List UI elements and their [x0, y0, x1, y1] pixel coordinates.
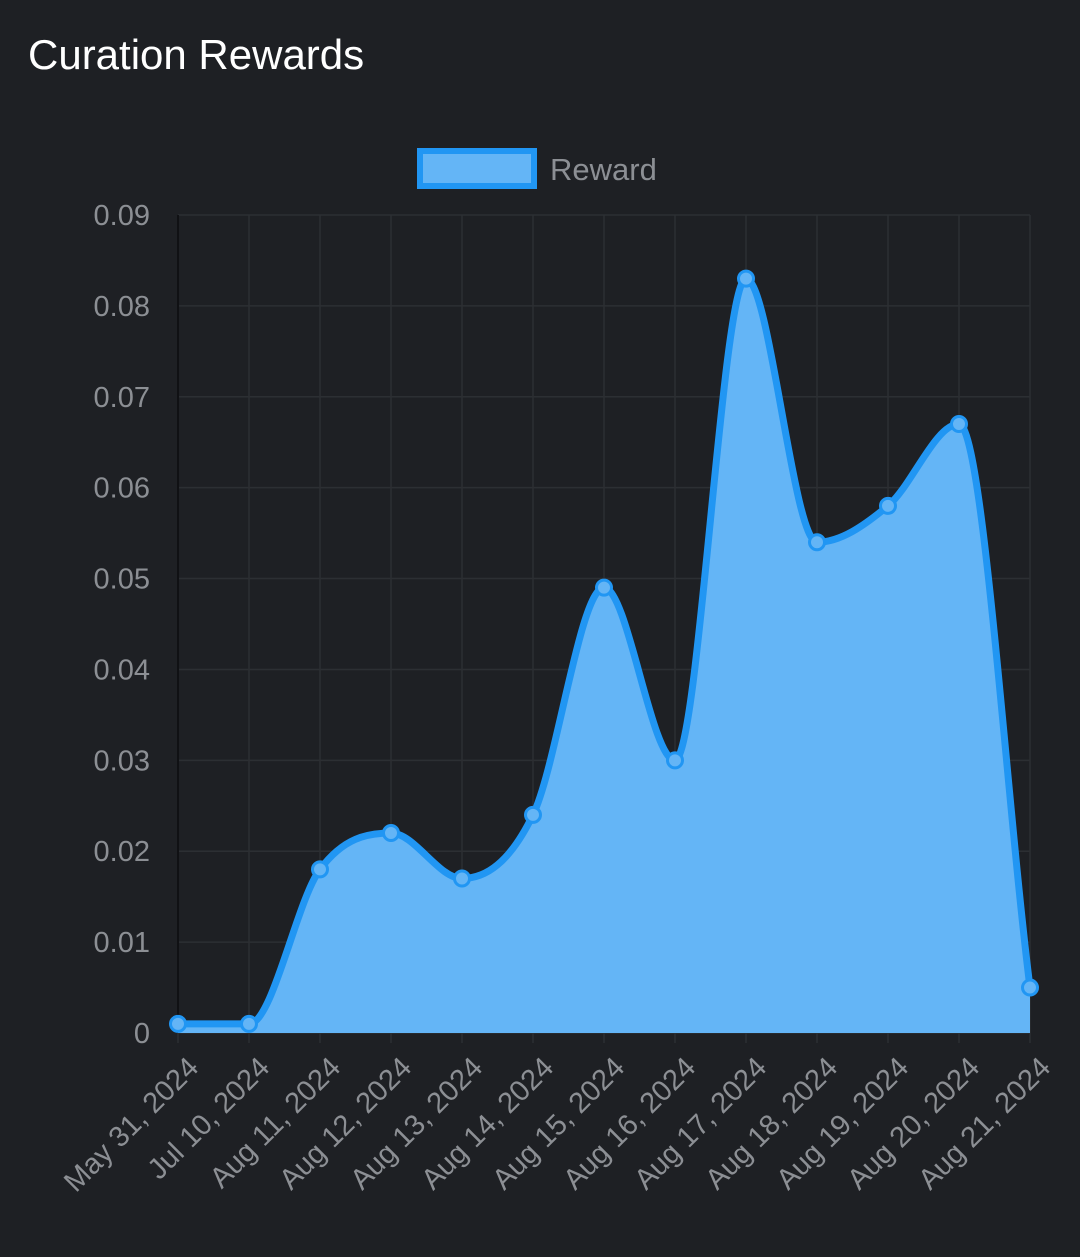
legend: Reward — [417, 148, 657, 189]
data-points — [169, 269, 1039, 1033]
y-tick-label: 0.02 — [94, 836, 150, 868]
data-point[interactable] — [169, 1014, 187, 1033]
y-tick-label: 0.05 — [94, 564, 150, 596]
data-point[interactable] — [808, 533, 826, 552]
page-title: Curation Rewards — [28, 31, 365, 78]
data-point[interactable] — [382, 824, 400, 843]
data-point[interactable] — [240, 1014, 258, 1033]
y-axis-ticks: 0 0.01 0.02 0.03 0.04 0.05 0.06 0.07 0.08 0.09 — [94, 200, 150, 1050]
data-point[interactable] — [737, 269, 755, 288]
data-point[interactable] — [453, 869, 471, 888]
y-tick-label: 0.06 — [94, 473, 150, 505]
y-tick-label: 0.03 — [94, 745, 150, 777]
data-point[interactable] — [666, 751, 684, 770]
y-tick-label: 0.04 — [94, 654, 150, 686]
y-tick-label: 0.09 — [94, 200, 150, 232]
data-point[interactable] — [524, 805, 542, 824]
data-point[interactable] — [1021, 978, 1039, 997]
y-tick-label: 0.08 — [94, 291, 150, 323]
data-point[interactable] — [311, 860, 329, 879]
data-point[interactable] — [879, 496, 897, 515]
legend-label[interactable]: Reward — [550, 152, 657, 187]
y-tick-label: 0.07 — [94, 382, 150, 414]
series-reward-area — [178, 278, 1030, 1033]
y-tick-label: 0 — [134, 1018, 150, 1050]
legend-swatch[interactable] — [417, 148, 537, 189]
y-tick-label: 0.01 — [94, 927, 150, 959]
data-point[interactable] — [950, 415, 968, 434]
data-point[interactable] — [595, 578, 613, 597]
